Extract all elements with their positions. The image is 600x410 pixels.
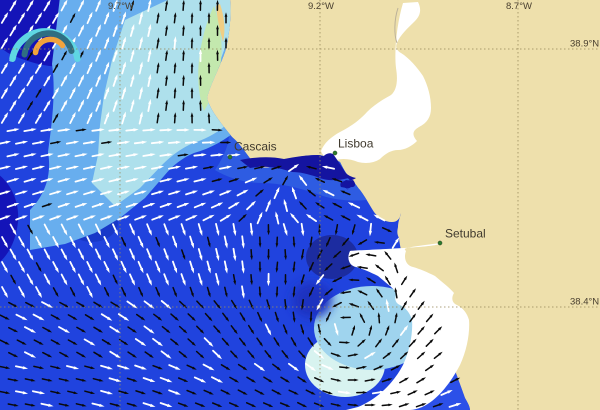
svg-text:Lisboa: Lisboa	[338, 137, 374, 151]
svg-text:9.2°W: 9.2°W	[308, 1, 334, 12]
svg-text:38.4°N: 38.4°N	[570, 297, 599, 308]
svg-text:9.7°W: 9.7°W	[108, 1, 134, 12]
svg-text:Setubal: Setubal	[445, 227, 486, 241]
svg-text:8.7°W: 8.7°W	[506, 1, 532, 12]
svg-text:38.9°N: 38.9°N	[570, 39, 599, 50]
svg-text:Cascais: Cascais	[234, 140, 277, 154]
